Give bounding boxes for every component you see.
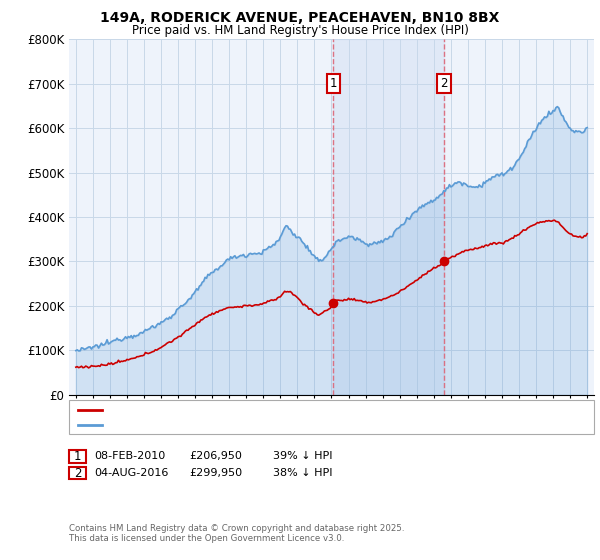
Text: Price paid vs. HM Land Registry's House Price Index (HPI): Price paid vs. HM Land Registry's House … <box>131 24 469 36</box>
Text: 2: 2 <box>74 466 81 480</box>
Text: 2: 2 <box>440 77 448 90</box>
Text: 08-FEB-2010: 08-FEB-2010 <box>94 451 166 461</box>
Text: 1: 1 <box>74 450 81 463</box>
Text: £206,950: £206,950 <box>189 451 242 461</box>
Text: 39% ↓ HPI: 39% ↓ HPI <box>273 451 332 461</box>
Text: 149A, RODERICK AVENUE, PEACEHAVEN, BN10 8BX (detached house): 149A, RODERICK AVENUE, PEACEHAVEN, BN10 … <box>106 405 454 416</box>
Text: Contains HM Land Registry data © Crown copyright and database right 2025.
This d: Contains HM Land Registry data © Crown c… <box>69 524 404 543</box>
Text: £299,950: £299,950 <box>189 468 242 478</box>
Text: HPI: Average price, detached house, Lewes: HPI: Average price, detached house, Lewe… <box>106 420 322 430</box>
Text: 04-AUG-2016: 04-AUG-2016 <box>94 468 169 478</box>
Text: 1: 1 <box>329 77 337 90</box>
Text: 149A, RODERICK AVENUE, PEACEHAVEN, BN10 8BX: 149A, RODERICK AVENUE, PEACEHAVEN, BN10 … <box>100 11 500 25</box>
Bar <box>333 39 444 395</box>
Text: 38% ↓ HPI: 38% ↓ HPI <box>273 468 332 478</box>
